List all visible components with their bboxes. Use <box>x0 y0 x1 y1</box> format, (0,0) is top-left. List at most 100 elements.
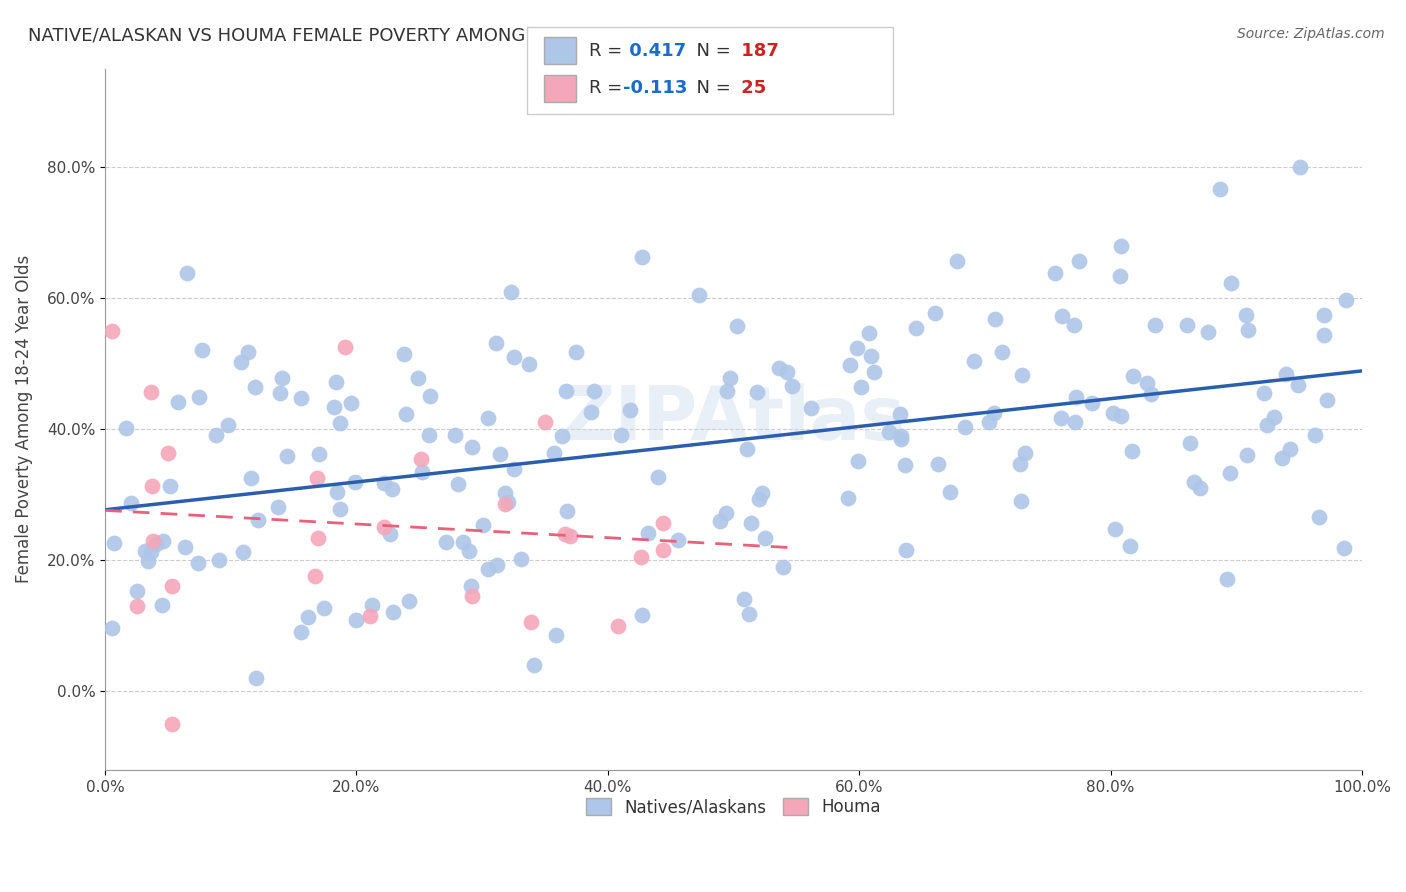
Point <box>631 608 654 623</box>
Point <box>554 526 576 541</box>
Point <box>489 446 512 460</box>
Point <box>858 326 880 341</box>
Point <box>447 477 470 491</box>
Point <box>780 379 803 393</box>
Point <box>1263 410 1285 425</box>
Point <box>1289 160 1312 174</box>
Point <box>1220 276 1243 290</box>
Point <box>187 556 209 570</box>
Point <box>863 365 886 379</box>
Point <box>451 534 474 549</box>
Point <box>314 601 336 615</box>
Point <box>191 343 214 358</box>
Point <box>100 324 122 338</box>
Point <box>945 253 967 268</box>
Point <box>498 495 520 509</box>
Point <box>579 405 602 419</box>
Point <box>458 543 481 558</box>
Point <box>267 500 290 515</box>
Point <box>101 621 124 635</box>
Point <box>378 527 401 541</box>
Point <box>666 533 689 547</box>
Point <box>326 484 349 499</box>
Point <box>141 545 163 559</box>
Point <box>461 440 484 454</box>
Point <box>1182 475 1205 490</box>
Point <box>1136 376 1159 391</box>
Point <box>1237 323 1260 337</box>
Point <box>115 421 138 435</box>
Point <box>125 599 148 613</box>
Point <box>647 469 669 483</box>
Point <box>145 537 167 551</box>
Point <box>411 465 433 479</box>
Point <box>503 350 526 364</box>
Point <box>619 402 641 417</box>
Point <box>533 415 555 429</box>
Point <box>1052 309 1074 323</box>
Point <box>409 452 432 467</box>
Point <box>1014 446 1036 460</box>
Point <box>328 417 350 431</box>
Point <box>373 476 395 491</box>
Point <box>205 428 228 442</box>
Point <box>1286 378 1309 392</box>
Point <box>1216 573 1239 587</box>
Point <box>1256 417 1278 432</box>
Point <box>1209 182 1232 196</box>
Text: 187: 187 <box>735 42 779 60</box>
Point <box>269 386 291 401</box>
Point <box>714 506 737 520</box>
Point <box>187 390 209 404</box>
Point <box>477 410 499 425</box>
Point <box>134 544 156 558</box>
Point <box>418 428 440 442</box>
Point <box>304 569 326 583</box>
Point <box>557 504 579 518</box>
Point <box>141 479 163 493</box>
Point <box>905 321 928 335</box>
Point <box>751 485 773 500</box>
Text: -0.113: -0.113 <box>623 79 688 97</box>
Point <box>510 552 533 566</box>
Point <box>754 531 776 545</box>
Point <box>307 531 329 545</box>
Point <box>565 344 588 359</box>
Point <box>1279 442 1302 457</box>
Point <box>125 583 148 598</box>
Point <box>890 429 912 443</box>
Point <box>381 482 404 496</box>
Point <box>520 615 543 629</box>
Point <box>1236 449 1258 463</box>
Point <box>308 447 330 461</box>
Point <box>408 371 430 385</box>
Point <box>359 609 381 624</box>
Point <box>747 385 769 400</box>
Point <box>139 385 162 400</box>
Point <box>392 347 415 361</box>
Point <box>1010 493 1032 508</box>
Point <box>558 529 581 543</box>
Point <box>1122 368 1144 383</box>
Point <box>494 486 516 500</box>
Point <box>1081 396 1104 410</box>
Point <box>1315 393 1337 408</box>
Point <box>1219 467 1241 481</box>
Point <box>846 453 869 467</box>
Point <box>1119 539 1142 553</box>
Point <box>688 288 710 302</box>
Point <box>610 428 633 442</box>
Point <box>984 311 1007 326</box>
Point <box>849 380 872 394</box>
Point <box>305 471 328 485</box>
Point <box>142 533 165 548</box>
Point <box>748 491 770 506</box>
Point <box>167 394 190 409</box>
Point <box>472 518 495 533</box>
Point <box>290 391 312 405</box>
Point <box>477 562 499 576</box>
Point <box>501 285 523 300</box>
Point <box>236 345 259 359</box>
Text: 0.417: 0.417 <box>623 42 686 60</box>
Point <box>159 479 181 493</box>
